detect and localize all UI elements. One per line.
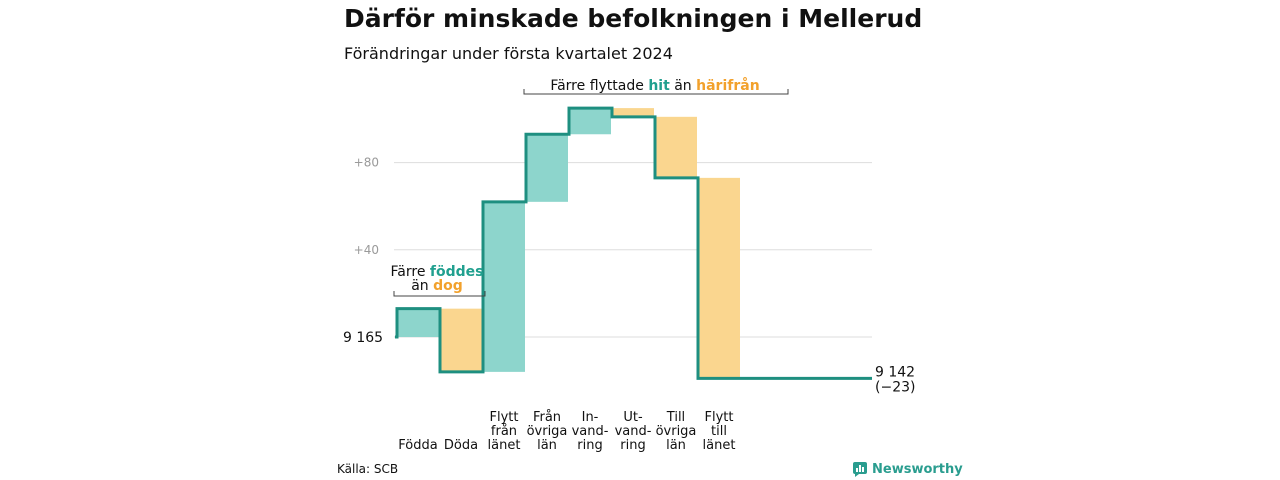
end-value-label: 9 142 [875, 364, 915, 380]
category-label: Flytt [490, 410, 519, 425]
category-label: Födda [398, 438, 437, 453]
newsworthy-icon [853, 462, 867, 477]
brand-name: Newsworthy [872, 462, 963, 477]
chart-subtitle: Förändringar under första kvartalet 2024 [344, 44, 673, 63]
category-label: län [537, 438, 557, 453]
y-tick-label: +40 [354, 243, 379, 257]
category-label: Ut- [623, 410, 643, 425]
category-label: länet [703, 438, 736, 453]
category-label: Från [533, 410, 561, 425]
annotation-bracket [523, 89, 789, 95]
category-label: Flytt [705, 410, 734, 425]
annotation-births-line1: Färre föddes [391, 264, 484, 280]
bar-decrease [440, 308, 482, 372]
category-label: övriga [527, 424, 568, 439]
category-label: vand- [615, 424, 652, 439]
source-note: Källa: SCB [337, 462, 399, 476]
cumulative-line [395, 106, 872, 380]
bar-increase [397, 308, 439, 337]
end-change-label: (−23) [875, 379, 915, 395]
category-label: länet [488, 438, 521, 453]
brand-logo: Newsworthy [853, 462, 963, 477]
category-label: ring [620, 438, 645, 453]
annotation-births-line2: än dog [411, 278, 463, 294]
category-label: övriga [656, 424, 697, 439]
category-label: Till [666, 410, 685, 425]
category-label: Döda [444, 438, 478, 453]
bar-increase [526, 134, 568, 202]
y-tick-label: +80 [354, 156, 379, 170]
bar-decrease [698, 177, 740, 379]
start-value-label: 9 165 [343, 330, 383, 346]
bar-increase [569, 108, 611, 135]
category-label: från [491, 424, 517, 439]
category-label: ring [577, 438, 602, 453]
bar-increase [483, 201, 525, 372]
annotation-bracket [393, 291, 486, 297]
category-label: vand- [572, 424, 609, 439]
bar-decrease [612, 108, 654, 117]
category-label: In- [582, 410, 599, 425]
category-label: till [711, 424, 727, 439]
category-label: län [666, 438, 686, 453]
bar-decrease [655, 116, 697, 178]
chart-title: Därför minskade befolkningen i Mellerud [344, 4, 923, 33]
annotation-migration: Färre flyttade hit än härifrån [550, 77, 759, 94]
